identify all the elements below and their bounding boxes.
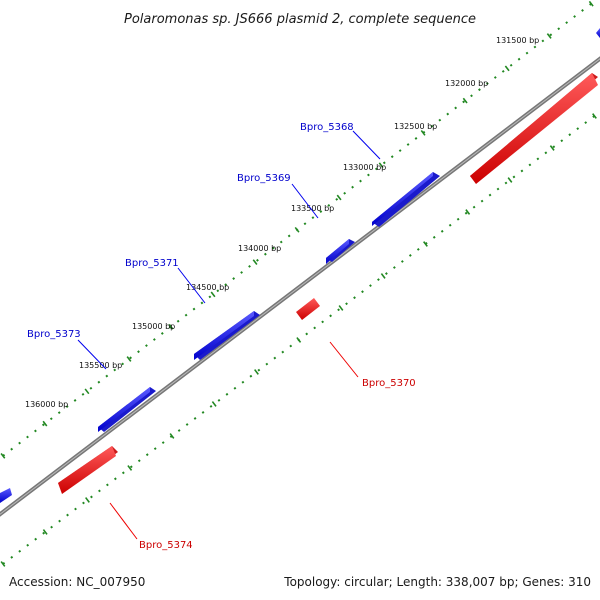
tick-mark [85,497,90,503]
tick-marks [0,0,597,567]
tick-mark [168,323,174,330]
gene-label-bpro-5371[interactable]: Bpro_5371 [125,258,179,269]
position-label: 134000 bp [238,244,281,253]
accession-label: Accession: NC_007950 [9,575,145,589]
tick-mark [336,194,342,201]
tick-mark [0,561,6,567]
tick-mark [0,453,6,459]
outer-dotted-ring [0,0,598,460]
gene-block-bpro-5373[interactable] [98,387,156,432]
gene-block-bpro-5374[interactable] [58,446,118,494]
tick-mark [169,433,175,439]
tick-mark [126,356,132,362]
summary-label: Topology: circular; Length: 338,007 bp; … [283,575,591,589]
position-label: 132000 bp [445,79,488,88]
tick-mark [592,113,597,119]
position-label: 132500 bp [394,122,437,131]
tick-mark [462,97,468,104]
gene-block-bpro-5370[interactable] [296,298,320,320]
tick-mark [588,0,594,7]
gene-block-bpro-5368[interactable] [372,172,440,227]
tick-mark [252,259,258,265]
tick-mark [504,65,510,72]
tick-mark [127,465,133,471]
gene-label-bpro-5374[interactable]: Bpro_5374 [139,540,193,551]
gene-label-bpro-5370[interactable]: Bpro_5370 [362,378,416,389]
gene-label-bpro-5368[interactable]: Bpro_5368 [300,122,354,133]
tick-mark [294,226,300,233]
position-label: 133000 bp [343,163,386,172]
gene-block-partial-top-right[interactable] [596,28,600,38]
tick-mark [380,273,386,279]
tick-mark [296,337,302,343]
tick-mark [378,162,384,169]
gene-block-partial-left[interactable] [0,488,12,503]
gene-block-bpro-5369[interactable] [326,239,355,264]
tick-mark [546,33,552,39]
gene-label-bpro-5369[interactable]: Bpro_5369 [237,173,291,184]
position-labels: 131500 bp 132000 bp 132500 bp 133000 bp … [25,36,539,409]
tick-mark [549,145,555,151]
gene-block-bpro-5371[interactable] [194,311,260,360]
tick-mark [42,420,48,427]
genome-backbone [0,56,600,517]
position-label: 135000 bp [132,322,175,331]
position-label: 136000 bp [25,400,68,409]
tick-mark [210,291,216,298]
inner-dotted-ring [0,110,600,568]
position-label: 135500 bp [79,361,122,370]
tick-mark [254,369,259,375]
gene-labels: Bpro_5368 Bpro_5369 Bpro_5370 Bpro_5371 … [27,122,416,551]
tick-mark [42,529,48,535]
position-label: 131500 bp [496,36,539,45]
gene-label-bpro-5373[interactable]: Bpro_5373 [27,329,81,340]
tick-mark [211,401,217,407]
gene-block-large-reverse[interactable] [470,73,598,184]
position-label: 134500 bp [186,283,229,292]
tick-mark [420,130,426,136]
tick-mark [338,305,344,311]
map-title: Polaromonas sp. JS666 plasmid 2, complet… [124,12,476,27]
tick-mark [84,388,90,395]
position-label: 133500 bp [291,204,334,213]
tick-mark [465,209,471,215]
tick-mark [507,177,513,183]
tick-mark [423,241,428,247]
gene-leader-lines [77,130,381,540]
